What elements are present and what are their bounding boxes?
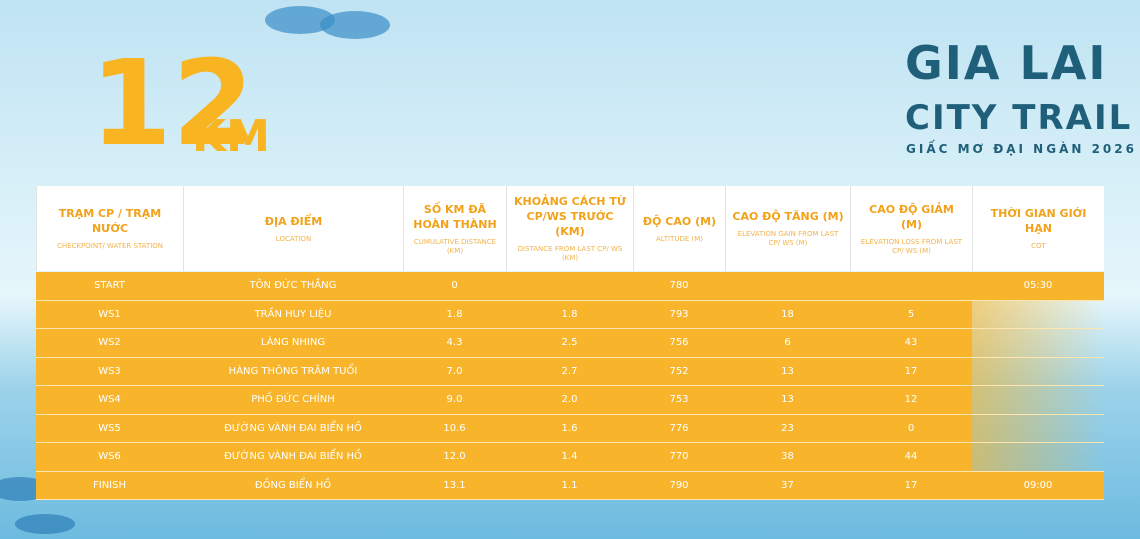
table-cell: 12.0 — [403, 443, 506, 472]
table-cell: 776 — [633, 414, 725, 443]
header-subtitle: LOCATION — [275, 234, 312, 243]
table-cell: 12 — [850, 386, 972, 415]
table-cell: HÀNG THÔNG TRĂM TUỔI — [183, 357, 403, 386]
header-subtitle: COT — [1031, 242, 1046, 250]
table-cell: 23 — [725, 414, 850, 443]
header-subtitle: CHECKPOINT/ WATER STATION — [56, 242, 164, 250]
table-cell: TÔN ĐỨC THẮNG — [183, 272, 403, 301]
header-cell: SỐ KM ĐÃ HOÀN THÀNH CUMULATIVE DISTANCE (… — [403, 186, 506, 271]
table-cell — [850, 272, 972, 301]
table-cell: 09:00 — [972, 471, 1104, 500]
table-cell: 38 — [725, 443, 850, 472]
header-title: TRẠM CP / TRẠM NƯỚC — [58, 207, 162, 235]
table-cell: 2.0 — [506, 386, 633, 415]
table-cell: WS6 — [36, 443, 183, 472]
logo-line1: GIA LAI — [905, 36, 1108, 90]
table-cell: 1.8 — [403, 300, 506, 329]
distance-number: 12 — [90, 34, 255, 172]
table-cell: 2.5 — [506, 329, 633, 358]
table-cell — [972, 414, 1104, 443]
table-cell: 18 — [725, 300, 850, 329]
table-cell: 1.8 — [506, 300, 633, 329]
table-cell — [972, 386, 1104, 415]
header-subtitle: ELEVATION GAIN FROM LAST CP/ WS (M) — [737, 230, 839, 247]
table-cell: FINISH — [36, 471, 183, 500]
header-title: CAO ĐỘ GIẢM (M) — [869, 202, 954, 231]
header-subtitle: ALTITUDE (M) — [655, 234, 703, 243]
table-cell: ĐỒNG BIỂN HỒ — [183, 471, 403, 500]
table-cell: LÀNG NHING — [183, 329, 403, 358]
table-cell: TRẦN HUY LIỆU — [183, 300, 403, 329]
table-cell: 13 — [725, 386, 850, 415]
header-title: ĐỘ CAO (M) — [642, 214, 717, 228]
table-cell: 0 — [850, 414, 972, 443]
table-cell: 2.7 — [506, 357, 633, 386]
header-title: THỜI GIAN GIỚI HẠN — [990, 207, 1087, 235]
table-cell: WS5 — [36, 414, 183, 443]
table-cell: 756 — [633, 329, 725, 358]
table-cell: 770 — [633, 443, 725, 472]
table-cell: START — [36, 272, 183, 301]
table-cell: PHỐ ĐỨC CHÍNH — [183, 386, 403, 415]
table-cell — [972, 329, 1104, 358]
table-cell: 7.0 — [403, 357, 506, 386]
table-cell: WS1 — [36, 300, 183, 329]
table-cell: 790 — [633, 471, 725, 500]
header-subtitle: ELEVATION LOSS FROM LAST CP/ WS (M) — [860, 237, 963, 255]
table-cell: 13 — [725, 357, 850, 386]
header-title: CAO ĐỘ TĂNG (M) — [732, 210, 844, 223]
table-cell: 10.6 — [403, 414, 506, 443]
table-cell — [506, 272, 633, 301]
table-cell: 0 — [403, 272, 506, 301]
table-cell: 05:30 — [972, 272, 1104, 301]
table-cell: 753 — [633, 386, 725, 415]
table-cell: ĐƯỜNG VÀNH ĐAI BIỂN HỒ — [183, 443, 403, 472]
table-cell: 37 — [725, 471, 850, 500]
flower-decoration — [265, 6, 390, 39]
table-cell: 6 — [725, 329, 850, 358]
header-title: SỐ KM ĐÃ HOÀN THÀNH — [413, 202, 497, 231]
table-cell: 44 — [850, 443, 972, 472]
table-cell: 17 — [850, 471, 972, 500]
table-cell: 9.0 — [403, 386, 506, 415]
table-cell: WS3 — [36, 357, 183, 386]
table-cell: 793 — [633, 300, 725, 329]
table-cell — [972, 300, 1104, 329]
header-title: KHOẢNG CÁCH TỪ CP/WS TRƯỚC (KM) — [513, 195, 627, 238]
table-cell: 43 — [850, 329, 972, 358]
table-cell: WS2 — [36, 329, 183, 358]
table-cell: 1.1 — [506, 471, 633, 500]
logo-line2: CITY TRAIL — [905, 98, 1133, 138]
header-cell: THỜI GIAN GIỚI HẠN COT — [972, 186, 1104, 271]
table-cell: 4.3 — [403, 329, 506, 358]
table-cell: ĐƯỜNG VÀNH ĐAI BIỂN HỒ — [183, 414, 403, 443]
table-cell — [972, 357, 1104, 386]
header-cell: CAO ĐỘ TĂNG (M) ELEVATION GAIN FROM LAST … — [725, 186, 850, 271]
table-cell: 1.6 — [506, 414, 633, 443]
header-subtitle: DISTANCE FROM LAST CP/ WS (KM) — [517, 245, 623, 262]
table-cell: 752 — [633, 357, 725, 386]
table-cell: 1.4 — [506, 443, 633, 472]
header-subtitle: CUMULATIVE DISTANCE (KM) — [413, 237, 497, 255]
table-cell — [725, 272, 850, 301]
table-cell: 780 — [633, 272, 725, 301]
header-cell: CAO ĐỘ GIẢM (M) ELEVATION LOSS FROM LAST … — [850, 186, 972, 271]
distance-unit: KM — [192, 111, 270, 162]
table-cell: 13.1 — [403, 471, 506, 500]
header-title: ĐỊA ĐIỂM — [264, 214, 323, 228]
logo-tagline: GIẤC MƠ ĐẠI NGÀN 2026 — [906, 142, 1137, 156]
header-cell: TRẠM CP / TRẠM NƯỚC CHECKPOINT/ WATER STA… — [36, 186, 183, 271]
header-cell: ĐỊA ĐIỂM LOCATION — [183, 186, 403, 271]
table-cell: WS4 — [36, 386, 183, 415]
header-cell: ĐỘ CAO (M) ALTITUDE (M) — [633, 186, 725, 271]
table-cell — [972, 443, 1104, 472]
table-cell: 17 — [850, 357, 972, 386]
table-cell: 5 — [850, 300, 972, 329]
header-cell: KHOẢNG CÁCH TỪ CP/WS TRƯỚC (KM) DISTANCE … — [506, 186, 633, 271]
